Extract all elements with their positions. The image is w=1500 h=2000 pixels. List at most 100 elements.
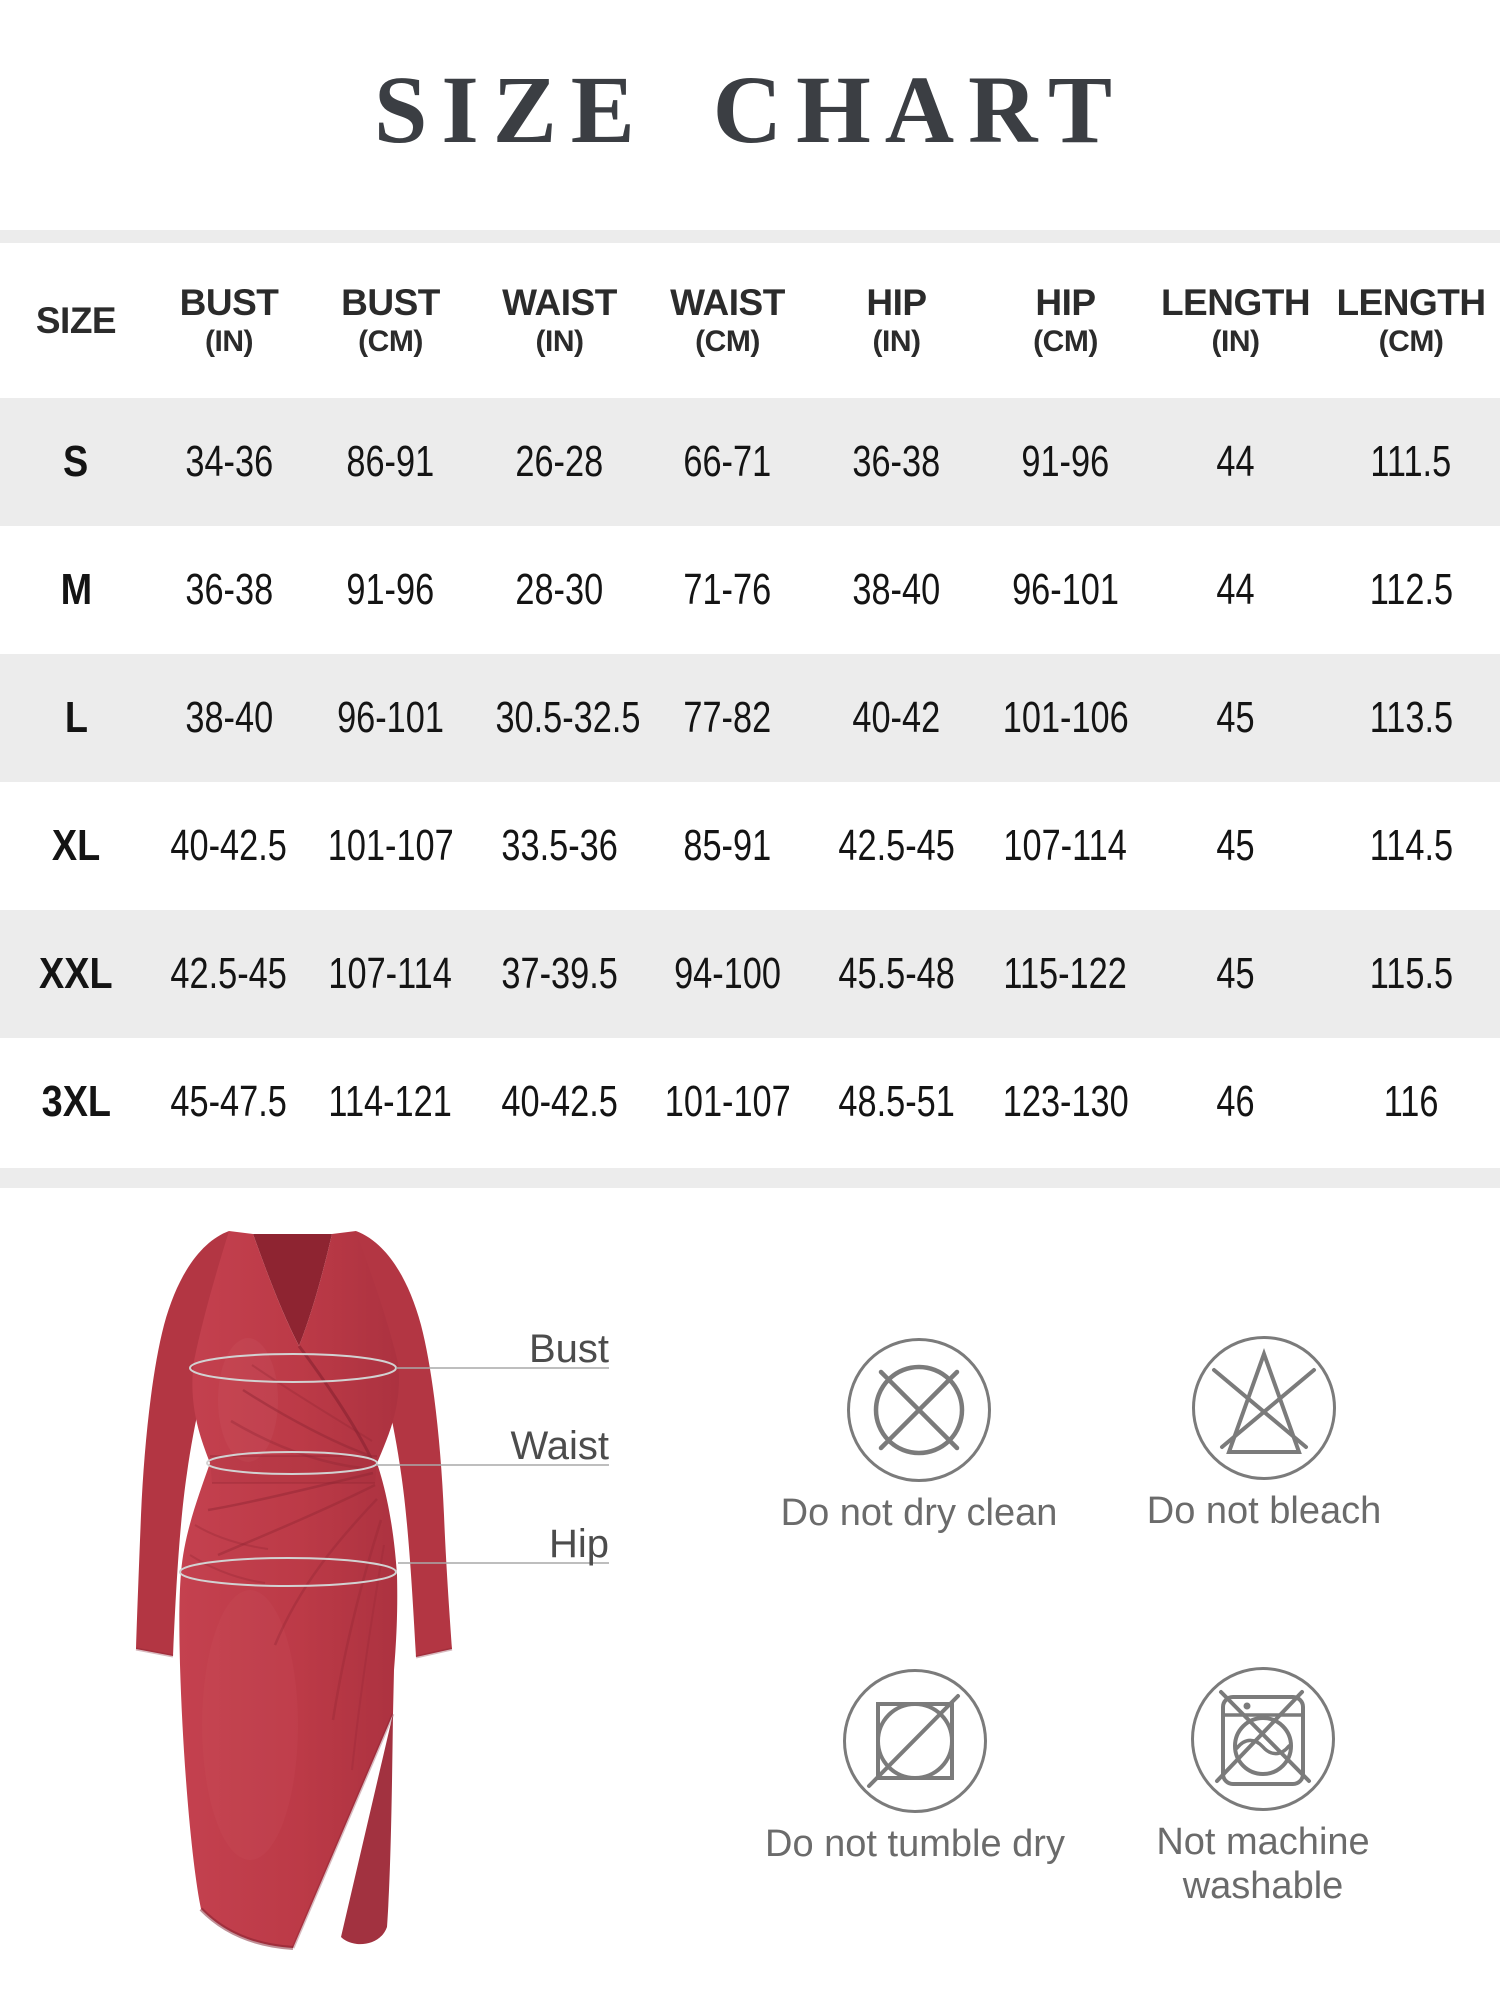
slit-edge-shadow <box>291 1713 395 1949</box>
bust-label: Bust <box>529 1327 609 1371</box>
hip-ellipse <box>179 1557 397 1587</box>
measurement-cell: 45 <box>1216 693 1255 742</box>
do-not-tumble-dry-icon <box>843 1669 987 1813</box>
measurement-cell: 101-107 <box>327 821 454 870</box>
table-row-s: S 34-36 86-91 26-28 66-71 36-38 91-96 44… <box>0 398 1500 526</box>
measurement-cell: 36-38 <box>185 565 273 614</box>
measurement-cell: 42.5-45 <box>838 821 955 870</box>
size-cell: S <box>63 437 89 486</box>
care-item-do-not-tumble-dry: Do not tumble dry <box>725 1666 1105 1866</box>
measurement-cell: 38-40 <box>852 565 941 614</box>
size-cell: 3XL <box>41 1077 111 1126</box>
hip-label: Hip <box>549 1522 609 1566</box>
measurement-cell: 94-100 <box>674 949 781 998</box>
table-row-3xl: 3XL 45-47.5 114-121 40-42.5 101-107 48.5… <box>0 1038 1500 1166</box>
measurement-cell: 91-96 <box>1021 437 1110 486</box>
col-header-length-in: LENGTH (IN) <box>1160 281 1311 358</box>
measurement-cell: 40-42.5 <box>501 1077 618 1126</box>
measurement-cell: 101-106 <box>1002 693 1129 742</box>
col-header-hip-in: HIP (IN) <box>866 281 927 358</box>
care-item-not-machine-washable: Not machine washable <box>1073 1664 1453 1908</box>
measurement-cell: 101-107 <box>664 1077 791 1126</box>
measurement-cell: 28-30 <box>515 565 604 614</box>
measurement-cell: 107-114 <box>328 949 453 998</box>
page-title: SIZE CHART <box>373 56 1127 163</box>
care-item-do-not-dry-clean: Do not dry clean <box>729 1335 1109 1535</box>
measurement-cell: 45.5-48 <box>838 949 955 998</box>
table-top-stripe <box>0 230 1500 243</box>
measurement-cell: 115.5 <box>1369 949 1453 998</box>
measurement-cell: 115-122 <box>1003 949 1128 998</box>
col-header-bust-in: BUST (IN) <box>179 281 279 358</box>
skirt-highlight <box>202 1590 298 1860</box>
measurement-cell: 112.5 <box>1369 565 1453 614</box>
measurement-cell: 37-39.5 <box>501 949 618 998</box>
measurement-cell: 45 <box>1216 949 1255 998</box>
measurement-cell: 40-42 <box>852 693 941 742</box>
measurement-cell: 44 <box>1216 437 1255 486</box>
measurement-cell: 85-91 <box>683 821 772 870</box>
measurement-cell: 77-82 <box>683 693 772 742</box>
col-header-hip-cm: HIP (CM) <box>1033 281 1098 358</box>
measurement-cell: 66-71 <box>683 437 772 486</box>
waist-ellipse <box>206 1451 378 1475</box>
col-header-bust-cm: BUST (CM) <box>341 281 440 358</box>
measurement-cell: 26-28 <box>515 437 604 486</box>
measurement-cell: 45 <box>1216 821 1255 870</box>
left-cuff-line <box>135 1647 174 1658</box>
measurement-cell: 111.5 <box>1370 437 1452 486</box>
care-label: Do not dry clean <box>780 1492 1058 1534</box>
measurement-cell: 91-96 <box>346 565 435 614</box>
measurement-cell: 42.5-45 <box>170 949 288 998</box>
measurement-cell: 123-130 <box>1002 1077 1129 1126</box>
col-header-waist-in: WAIST (IN) <box>502 281 617 358</box>
measurement-cell: 33.5-36 <box>501 821 618 870</box>
table-row-xxl: XXL 42.5-45 107-114 37-39.5 94-100 45.5-… <box>0 910 1500 1038</box>
care-item-do-not-bleach: Do not bleach <box>1074 1333 1454 1533</box>
table-bottom-stripe <box>0 1168 1500 1188</box>
col-header-size: SIZE <box>35 299 117 341</box>
size-cell: M <box>60 565 92 614</box>
size-table: SIZE BUST (IN) BUST (CM) WAIST (IN) WAIST (C… <box>0 243 1500 1166</box>
measurement-cell: 36-38 <box>852 437 941 486</box>
care-label: Do not tumble dry <box>765 1823 1065 1865</box>
table-row-xl: XL 40-42.5 101-107 33.5-36 85-91 42.5-45… <box>0 782 1500 910</box>
measurement-cell: 46 <box>1216 1077 1255 1126</box>
dress-illustration: Bust Waist Hip <box>135 1231 609 1950</box>
col-header-length-cm: LENGTH (CM) <box>1336 281 1486 358</box>
table-row-l: L 38-40 96-101 30.5-32.5 77-82 40-42 101… <box>0 654 1500 782</box>
measurement-cell: 113.5 <box>1369 693 1453 742</box>
measurement-cell: 48.5-51 <box>838 1077 955 1126</box>
measurement-cell: 30.5-32.5 <box>495 693 641 742</box>
measurement-cell: 96-101 <box>337 693 444 742</box>
header-row: SIZE BUST (IN) BUST (CM) WAIST (IN) WAIST (C… <box>0 243 1500 398</box>
fold-lines <box>189 1345 385 1771</box>
measurement-cell: 44 <box>1216 565 1255 614</box>
measurement-cell: 38-40 <box>185 693 273 742</box>
neckline-interior <box>253 1234 332 1346</box>
measurement-cell: 71-76 <box>683 565 772 614</box>
hem-shadow <box>199 1907 294 1950</box>
dress-back-flap <box>341 1714 393 1945</box>
measurement-cell: 45-47.5 <box>170 1077 288 1126</box>
col-header-waist-cm: WAIST (CM) <box>670 281 785 358</box>
measurement-cell: 40-42.5 <box>170 821 288 870</box>
not-machine-washable-icon <box>1191 1667 1335 1811</box>
measurement-cell: 116 <box>1383 1077 1439 1126</box>
do-not-bleach-icon <box>1192 1336 1336 1480</box>
bodice-highlight <box>218 1338 278 1462</box>
care-label: Do not bleach <box>1146 1490 1382 1532</box>
measurement-cell: 96-101 <box>1012 565 1119 614</box>
do-not-dry-clean-icon <box>847 1338 991 1482</box>
measurement-cell: 107-114 <box>1003 821 1128 870</box>
size-cell: XL <box>51 821 101 870</box>
waistband <box>210 1456 377 1483</box>
measurement-cell: 86-91 <box>346 437 435 486</box>
size-cell: XXL <box>39 949 113 998</box>
care-label: Not machine washable <box>1156 1821 1370 1907</box>
right-cuff-line <box>415 1647 453 1659</box>
table-row-m: M 36-38 91-96 28-30 71-76 38-40 96-101 4… <box>0 526 1500 654</box>
measurement-cell: 114-121 <box>328 1077 453 1126</box>
waist-label: Waist <box>510 1424 609 1468</box>
